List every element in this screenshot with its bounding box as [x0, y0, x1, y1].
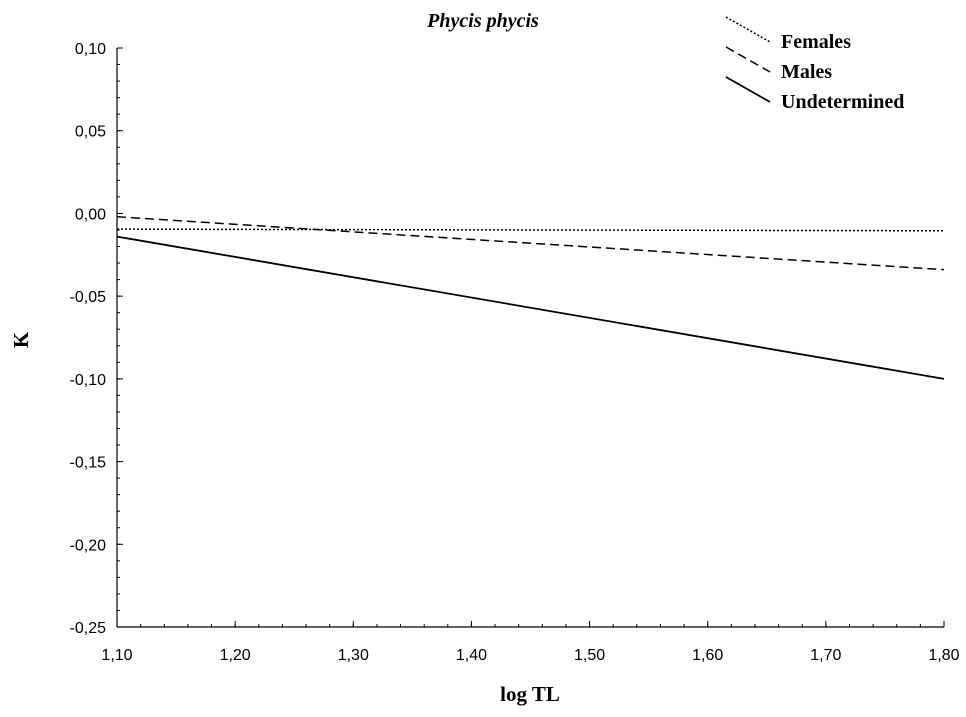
x-tick-label: 1,10 — [101, 647, 132, 664]
axes: 1,10 1,20 1,30 1,40 1,50 1,60 1,70 1,80 0,10 0,05… — [70, 41, 960, 664]
x-tick-label: 1,30 — [338, 647, 369, 664]
x-tick-label: 1,40 — [456, 647, 487, 664]
y-tick-label: 0,00 — [75, 206, 106, 223]
y-tick-label: -0,10 — [70, 372, 107, 389]
y-axis-title: K — [9, 331, 33, 348]
x-tick-label: 1,60 — [692, 647, 723, 664]
x-tick-label: 1,20 — [220, 647, 251, 664]
legend-label-males: Males — [781, 61, 832, 83]
legend-swatch-females — [725, 16, 771, 43]
y-tick-label: 0,05 — [75, 124, 106, 141]
series-line-males — [116, 215, 945, 271]
y-tick-label: 0,10 — [75, 41, 106, 58]
legend-swatch-undetermined — [725, 76, 771, 103]
y-tick-label: -0,25 — [70, 620, 107, 637]
x-axis-title: log TL — [500, 682, 560, 706]
x-tick-label: 1,80 — [928, 647, 959, 664]
x-tick-label: 1,50 — [574, 647, 605, 664]
y-tick-label: -0,15 — [70, 455, 107, 472]
x-tick-label: 1,70 — [810, 647, 841, 664]
legend-swatch-males — [725, 46, 771, 73]
chart-title: Phycis phycis — [426, 10, 539, 32]
series-group — [116, 215, 945, 380]
legend: Females Males Undetermined — [725, 16, 904, 113]
series-line-undetermined — [116, 235, 945, 380]
legend-label-undetermined: Undetermined — [781, 91, 904, 113]
y-tick-label: -0,05 — [70, 289, 107, 306]
series-line-females — [116, 228, 945, 232]
legend-label-females: Females — [781, 31, 851, 53]
y-tick-label: -0,20 — [70, 537, 107, 554]
